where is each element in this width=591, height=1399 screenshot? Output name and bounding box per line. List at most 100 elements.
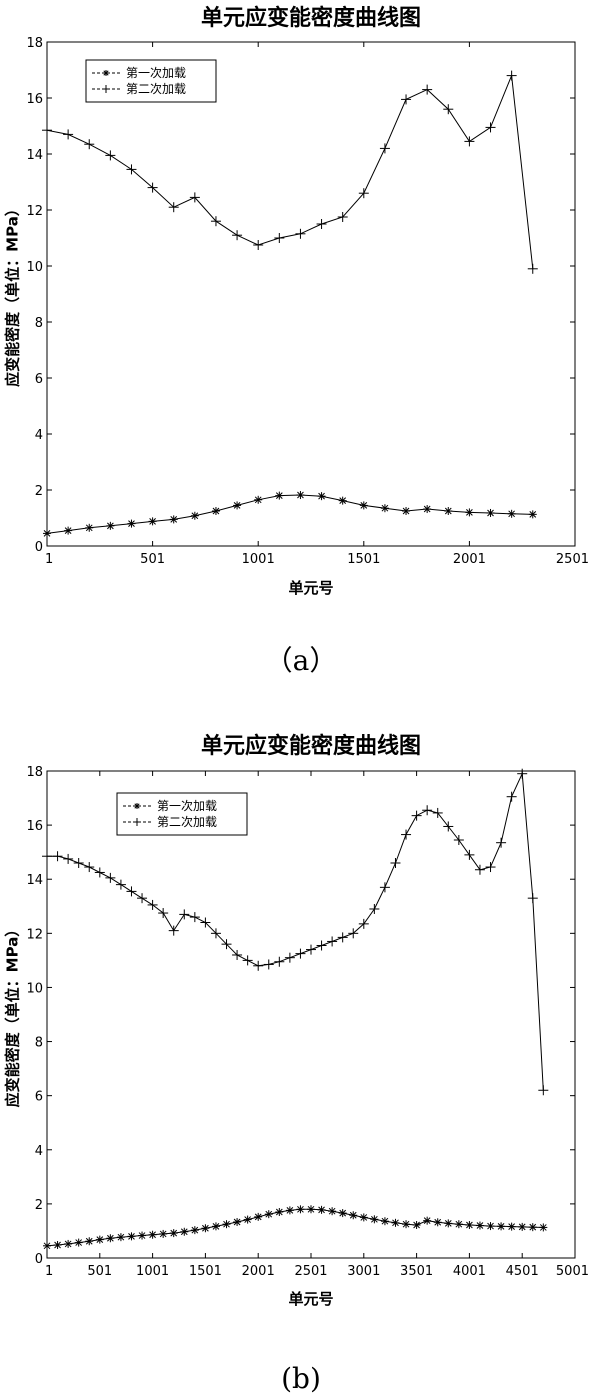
data-point	[527, 893, 538, 904]
data-point	[189, 912, 200, 923]
y-tick-label: 18	[26, 36, 43, 51]
data-point	[337, 932, 348, 943]
data-point	[348, 928, 359, 939]
data-point	[327, 936, 338, 947]
data-point	[285, 1206, 294, 1215]
data-point	[189, 192, 200, 203]
data-point	[190, 511, 199, 520]
data-point	[316, 940, 327, 951]
data-point	[390, 857, 401, 868]
y-tick-label: 14	[26, 873, 43, 888]
data-point	[190, 1226, 199, 1235]
data-point	[148, 517, 157, 526]
data-point	[180, 1227, 189, 1236]
data-point	[52, 851, 63, 862]
data-point	[105, 150, 116, 161]
data-point	[337, 212, 348, 222]
data-point	[232, 949, 243, 960]
x-tick-label: 501	[87, 1264, 112, 1279]
data-point	[444, 507, 453, 515]
y-tick-label: 6	[35, 1090, 43, 1105]
x-tick-label: 1501	[347, 552, 380, 567]
chart-title: 单元应变能密度曲线图	[201, 5, 421, 31]
data-point	[328, 1207, 337, 1216]
x-tick-label: 4001	[453, 1264, 486, 1279]
data-point	[433, 1218, 442, 1227]
data-point	[201, 1224, 210, 1233]
x-tick-label: 2001	[453, 552, 486, 567]
data-point	[148, 1230, 157, 1239]
data-point	[275, 491, 284, 500]
data-point	[85, 523, 94, 532]
data-point	[401, 94, 412, 105]
x-tick-label: 5001	[556, 1264, 589, 1279]
data-point	[317, 1205, 326, 1214]
data-point	[85, 1237, 94, 1246]
data-point	[464, 136, 475, 147]
data-point	[168, 925, 179, 936]
data-point	[539, 1223, 548, 1232]
data-point	[496, 837, 507, 848]
data-point	[358, 918, 369, 929]
data-point	[317, 492, 326, 501]
x-tick-label: 2001	[242, 1264, 275, 1279]
data-point	[147, 182, 158, 193]
data-point	[74, 1238, 83, 1247]
data-point	[73, 857, 84, 868]
series-line	[46, 75, 534, 269]
data-point	[370, 1215, 379, 1224]
data-point	[296, 1205, 305, 1214]
data-point	[53, 1241, 62, 1250]
data-point	[349, 1211, 358, 1220]
data-point	[507, 509, 516, 518]
y-tick-label: 4	[35, 428, 43, 443]
series-0	[43, 491, 537, 538]
data-point	[210, 928, 221, 939]
x-axis-label: 单元号	[288, 579, 333, 597]
data-point	[338, 1209, 347, 1218]
plot-frame	[46, 770, 576, 1259]
data-point	[358, 188, 369, 199]
x-tick-label: 3501	[400, 1264, 433, 1279]
data-point	[222, 1220, 231, 1229]
data-point	[295, 948, 306, 959]
legend-label: 第二次加载	[157, 815, 217, 829]
data-point	[168, 202, 179, 213]
x-tick-label: 3001	[347, 1264, 380, 1279]
data-point	[432, 807, 443, 818]
y-axis-label: 应变能密度（单位：MPa）	[4, 201, 22, 387]
data-point	[138, 1231, 147, 1240]
y-tick-label: 16	[26, 819, 43, 834]
data-point	[211, 507, 220, 515]
data-point	[379, 882, 390, 893]
data-point	[444, 1219, 453, 1228]
data-point	[94, 867, 105, 878]
data-point	[158, 908, 169, 919]
data-point	[465, 1220, 474, 1229]
legend-label: 第一次加载	[126, 66, 186, 80]
data-point	[264, 1210, 273, 1219]
data-point	[179, 909, 190, 920]
data-point	[274, 233, 285, 243]
data-point	[474, 864, 485, 875]
y-tick-label: 6	[35, 372, 43, 387]
data-point	[528, 1223, 537, 1232]
series-1	[42, 768, 549, 1096]
data-point	[253, 960, 264, 971]
data-point	[485, 122, 496, 133]
data-point	[402, 507, 411, 515]
data-point	[43, 529, 51, 538]
x-tick-label: 2501	[556, 552, 589, 567]
y-tick-label: 10	[26, 260, 43, 275]
data-point	[306, 944, 316, 955]
data-point	[527, 263, 538, 274]
chart-title: 单元应变能密度曲线图	[201, 733, 421, 759]
data-point	[486, 1222, 495, 1231]
data-point	[538, 1085, 549, 1096]
data-point	[517, 768, 528, 779]
data-point	[42, 851, 52, 862]
data-point	[169, 515, 178, 524]
